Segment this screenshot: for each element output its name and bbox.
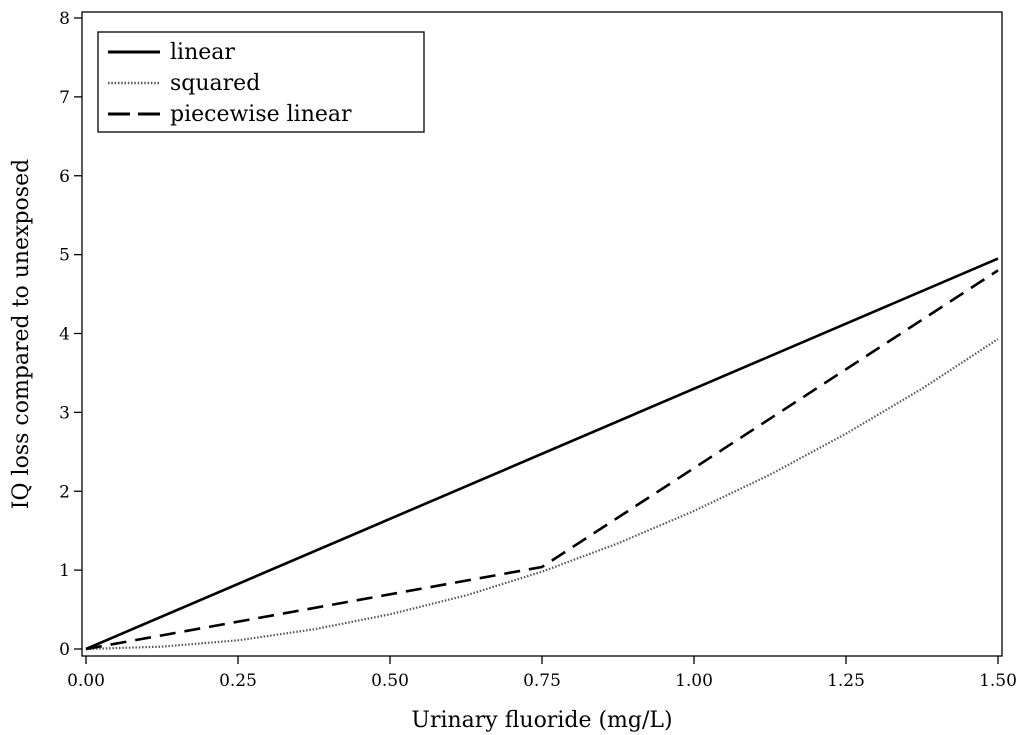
x-tick-label: 0.75 — [523, 671, 561, 691]
series-layer — [85, 257, 999, 651]
y-tick-label: 5 — [59, 246, 70, 266]
x-tick-label: 0.00 — [67, 671, 105, 691]
y-tick-label: 2 — [59, 482, 70, 502]
y-tick-label: 3 — [59, 403, 70, 423]
x-tick-label: 1.50 — [979, 671, 1017, 691]
y-tick-label: 7 — [59, 88, 70, 108]
x-tick-label: 0.25 — [219, 671, 257, 691]
y-tick-label: 1 — [59, 561, 70, 581]
legend-label: piecewise linear — [170, 102, 352, 127]
x-tick-label: 0.50 — [371, 671, 409, 691]
y-tick-label: 4 — [59, 325, 70, 345]
x-axis-label: Urinary fluoride (mg/L) — [411, 708, 672, 733]
series-line-piecewise-linear — [85, 269, 999, 651]
y-axis: 0 1 2 3 4 5 6 7 8 — [59, 9, 82, 660]
x-tick-label: 1.25 — [827, 671, 865, 691]
x-axis: 0.00 0.25 0.50 0.75 1.00 1.25 1.50 — [67, 656, 1017, 691]
y-tick-label: 6 — [59, 167, 70, 187]
legend-label: squared — [170, 71, 260, 96]
y-axis-label: IQ loss compared to unexposed — [9, 159, 34, 509]
x-tick-label: 1.00 — [675, 671, 713, 691]
legend: linear squared piecewise linear — [97, 31, 425, 133]
y-tick-label: 8 — [59, 9, 70, 29]
legend-label: linear — [170, 40, 235, 65]
series-line-squared — [85, 338, 999, 651]
series-line-linear — [85, 257, 999, 651]
y-tick-label: 0 — [59, 640, 70, 660]
